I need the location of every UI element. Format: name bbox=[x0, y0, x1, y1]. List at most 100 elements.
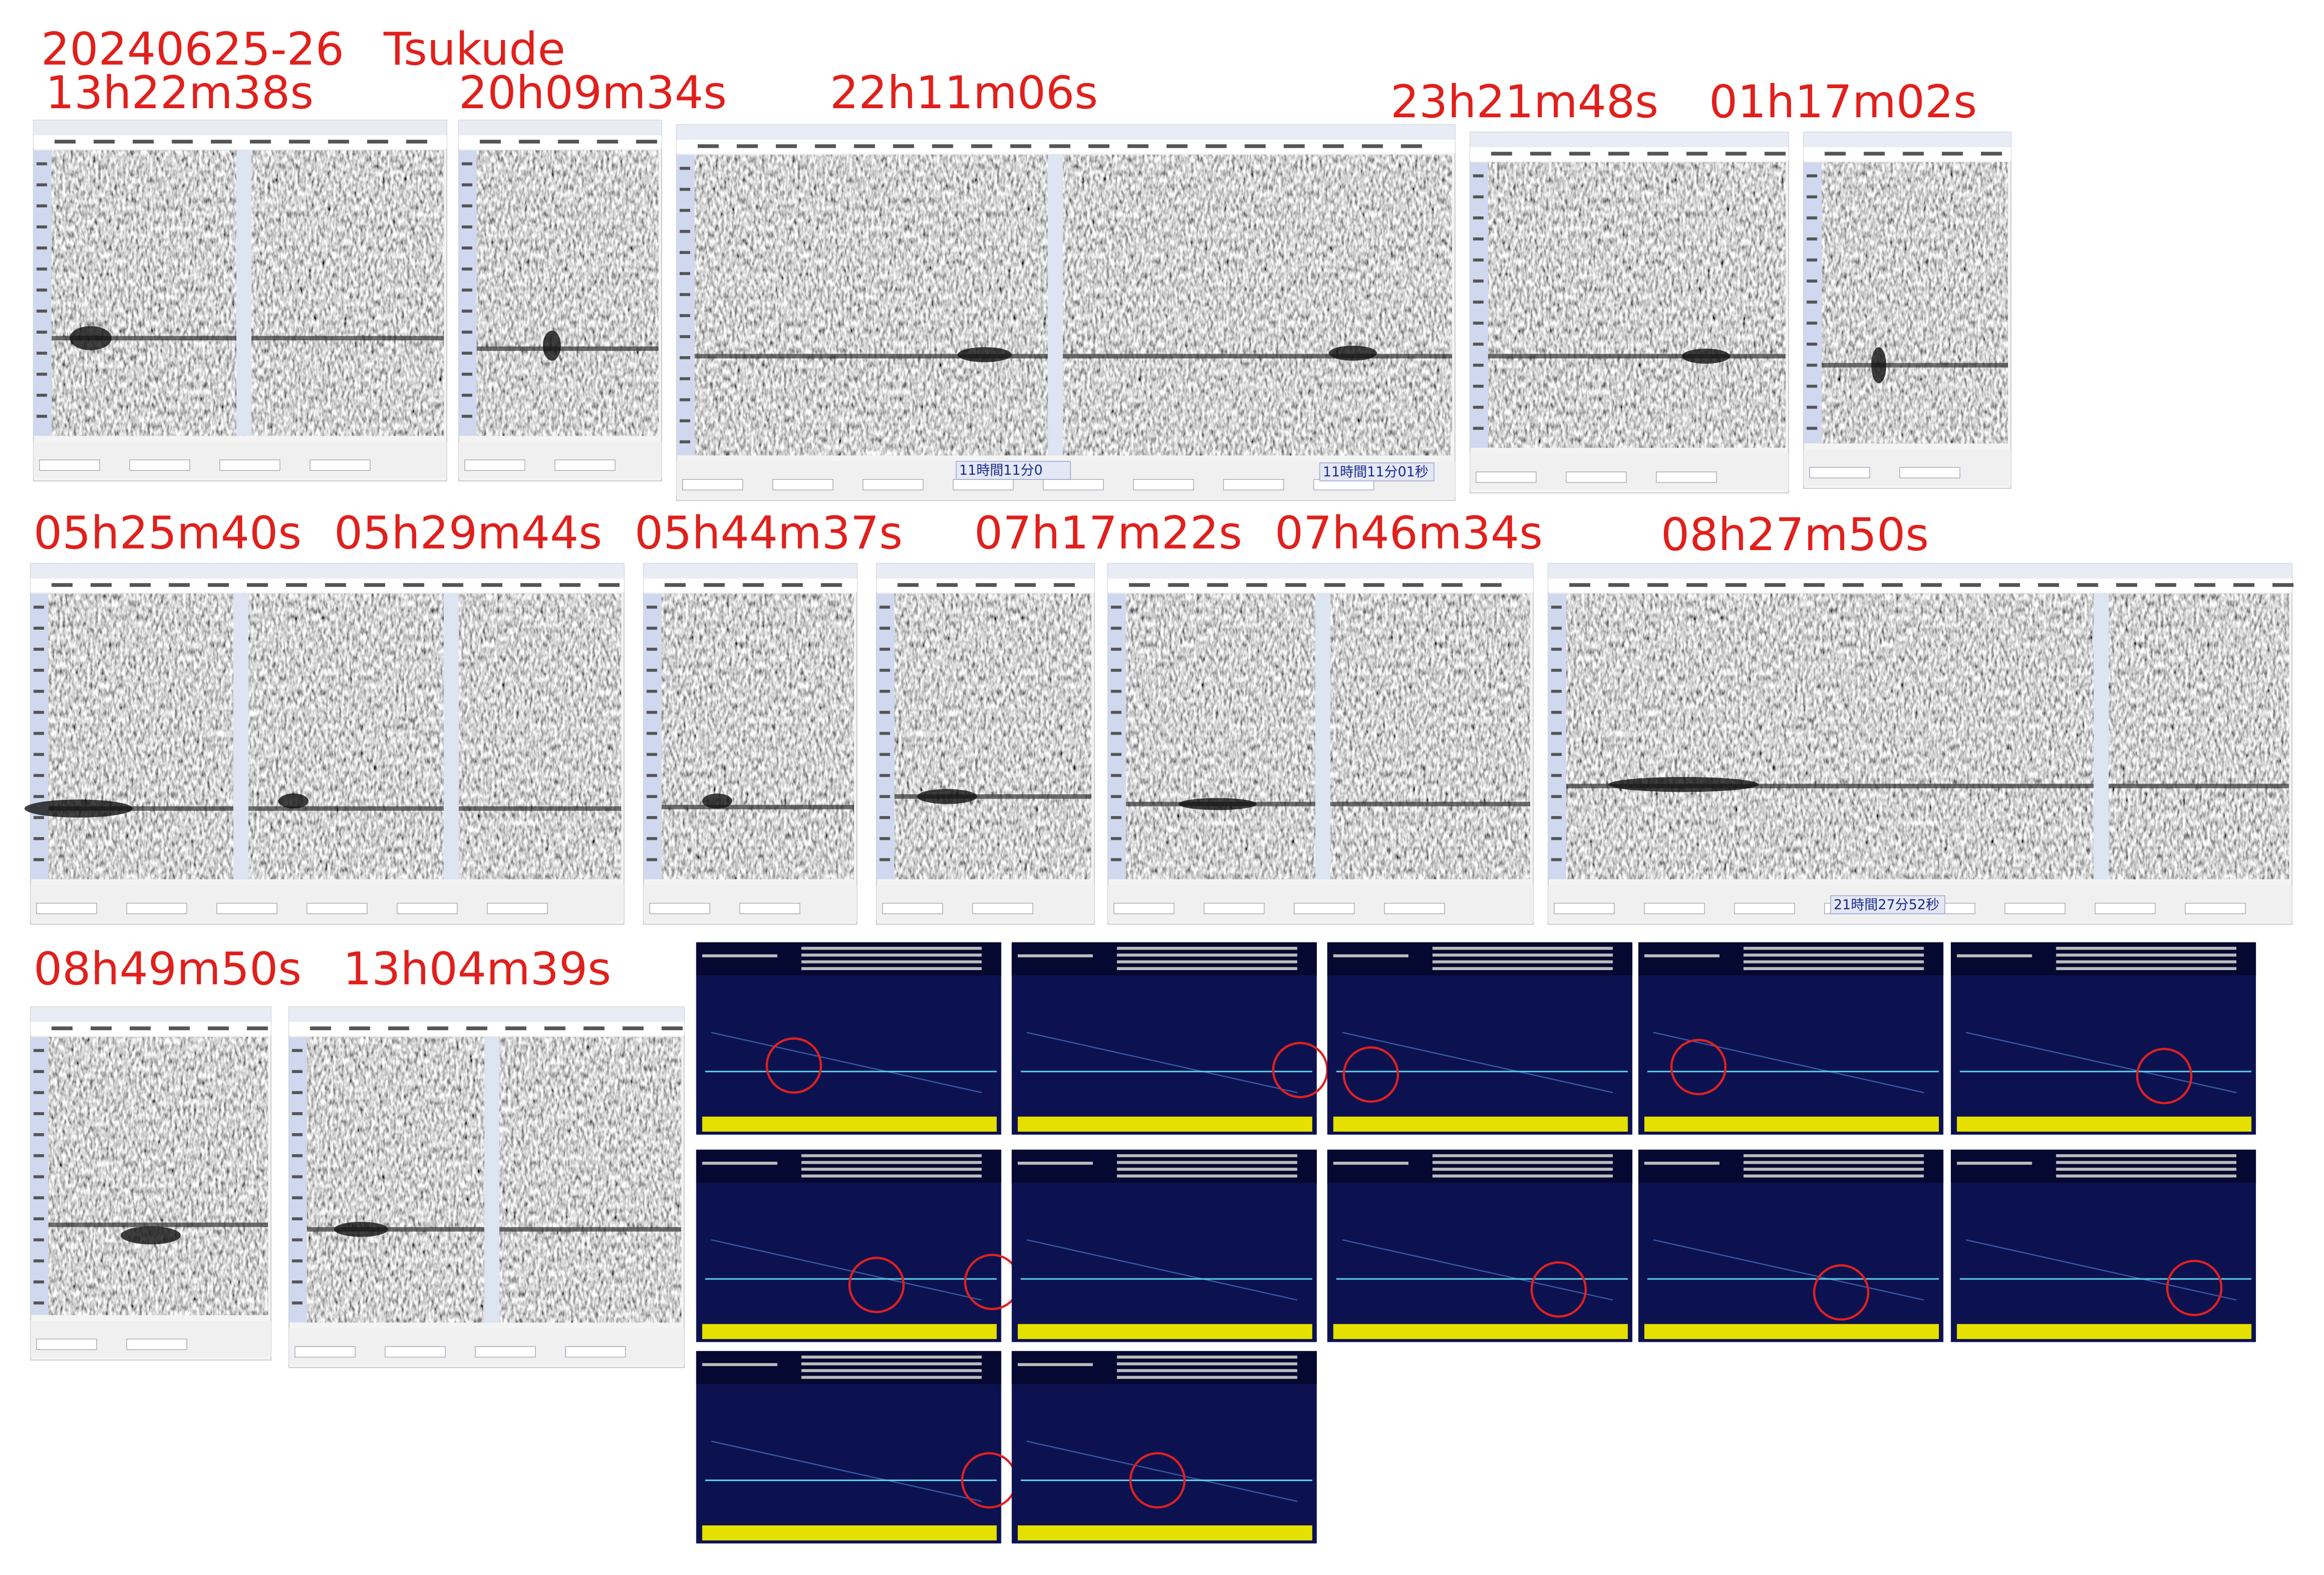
freq-tick bbox=[879, 711, 890, 714]
spectrogram bbox=[1822, 162, 2008, 444]
header-text bbox=[2056, 1174, 2237, 1178]
freq-tick bbox=[879, 668, 890, 672]
control-field bbox=[39, 460, 100, 471]
freq-tick bbox=[461, 246, 472, 250]
header-text bbox=[1432, 967, 1613, 971]
ruler-text bbox=[971, 144, 992, 148]
freq-tick bbox=[1111, 732, 1121, 735]
ruler-text bbox=[388, 1026, 409, 1031]
freq-tick bbox=[1551, 816, 1562, 819]
ruler-text bbox=[544, 1026, 566, 1031]
freq-tick bbox=[461, 162, 472, 165]
control-field bbox=[1734, 903, 1795, 914]
ruler-text bbox=[1981, 152, 2002, 156]
freq-tick bbox=[33, 668, 44, 672]
ruler-text bbox=[1402, 583, 1424, 587]
freq-tick bbox=[36, 288, 47, 292]
ruler-text bbox=[597, 140, 618, 144]
level-graph bbox=[1644, 1324, 1939, 1340]
ruler-text bbox=[250, 140, 271, 144]
echo bbox=[70, 326, 112, 350]
freq-tick bbox=[679, 398, 691, 401]
ruler-text bbox=[1129, 583, 1150, 587]
ruler-text bbox=[1764, 583, 1786, 587]
freq-tick bbox=[879, 690, 890, 693]
hrofft-panel bbox=[1011, 1149, 1317, 1342]
echo bbox=[24, 799, 133, 818]
carrier-line bbox=[1488, 354, 1786, 358]
freq-tick bbox=[1551, 690, 1562, 693]
header-text bbox=[2056, 1161, 2237, 1164]
freq-tick bbox=[1806, 321, 1817, 325]
header-text bbox=[801, 1161, 982, 1164]
ruler-text bbox=[736, 144, 758, 148]
header-text bbox=[801, 1154, 982, 1157]
header-text bbox=[1743, 1167, 1924, 1171]
freq-tick bbox=[292, 1217, 303, 1220]
ruler-text bbox=[91, 583, 112, 587]
freq-tick bbox=[1111, 626, 1121, 630]
echo bbox=[1328, 346, 1377, 361]
ruler-text bbox=[1246, 583, 1267, 587]
freq-tick bbox=[292, 1049, 303, 1052]
capture-time: 07h46m34s bbox=[1274, 507, 1542, 560]
level-graph bbox=[1333, 1116, 1628, 1132]
freq-tick bbox=[1806, 195, 1817, 199]
freq-tick bbox=[879, 795, 890, 798]
highlight-circle bbox=[2136, 1048, 2192, 1105]
freq-tick bbox=[879, 858, 890, 861]
control-field bbox=[2185, 903, 2246, 914]
capture-time: 05h29m44s bbox=[334, 507, 602, 560]
labels: 13h22m38s 20h09m34s 22h11m06s 23h21m48s 01h1… bbox=[33, 67, 1977, 995]
freq-tick bbox=[292, 1238, 303, 1242]
header-text bbox=[1644, 954, 1720, 958]
control-field bbox=[475, 1346, 536, 1358]
freq-tick bbox=[461, 309, 472, 313]
capture-time: 07h17m22s bbox=[974, 507, 1242, 560]
toolbar bbox=[31, 1007, 271, 1022]
freq-tick bbox=[36, 267, 47, 271]
control-field bbox=[1809, 467, 1870, 479]
ruler-text bbox=[2116, 583, 2138, 587]
ruler-text bbox=[285, 583, 307, 587]
control-field bbox=[1203, 903, 1265, 914]
freq-tick bbox=[679, 377, 691, 380]
ruler-text bbox=[328, 140, 349, 144]
highlight-circle bbox=[1530, 1261, 1587, 1318]
ruler-text bbox=[1999, 583, 2020, 587]
control-field bbox=[1476, 471, 1537, 483]
ruler-text bbox=[1843, 583, 1864, 587]
spectrogram-window bbox=[33, 120, 448, 481]
date-label: 20240625-26 bbox=[41, 23, 344, 76]
freq-tick bbox=[292, 1154, 303, 1157]
freq-tick bbox=[1473, 279, 1484, 283]
ruler-text bbox=[1960, 583, 1981, 587]
freq-tick bbox=[1806, 216, 1817, 220]
spectrogram-window bbox=[30, 563, 625, 925]
panels bbox=[24, 120, 2293, 1544]
toolbar bbox=[33, 120, 447, 135]
header-text bbox=[1117, 960, 1297, 963]
ruler-text bbox=[815, 144, 836, 148]
meteor-trace bbox=[1342, 1239, 1613, 1301]
freq-tick bbox=[461, 288, 472, 292]
spectrogram-window bbox=[30, 1006, 272, 1361]
panel-readout: 21時間27分52秒 bbox=[1834, 897, 1939, 912]
track-divider bbox=[1315, 593, 1331, 880]
freq-tick bbox=[879, 732, 890, 735]
freq-tick bbox=[879, 647, 890, 651]
level-graph bbox=[702, 1116, 997, 1132]
ruler-text bbox=[481, 583, 502, 587]
header-text bbox=[801, 1369, 982, 1372]
echo bbox=[1608, 777, 1759, 792]
ruler-text bbox=[1401, 144, 1422, 148]
ruler-text bbox=[976, 583, 997, 587]
freq-tick bbox=[36, 225, 47, 229]
freq-tick bbox=[33, 1217, 44, 1220]
level-graph bbox=[1644, 1116, 1939, 1132]
freq-tick bbox=[461, 415, 472, 418]
ruler-text bbox=[2077, 583, 2099, 587]
freq-tick bbox=[33, 1301, 44, 1305]
hrofft-panel bbox=[1638, 1149, 1944, 1342]
ruler-text bbox=[1010, 144, 1031, 148]
